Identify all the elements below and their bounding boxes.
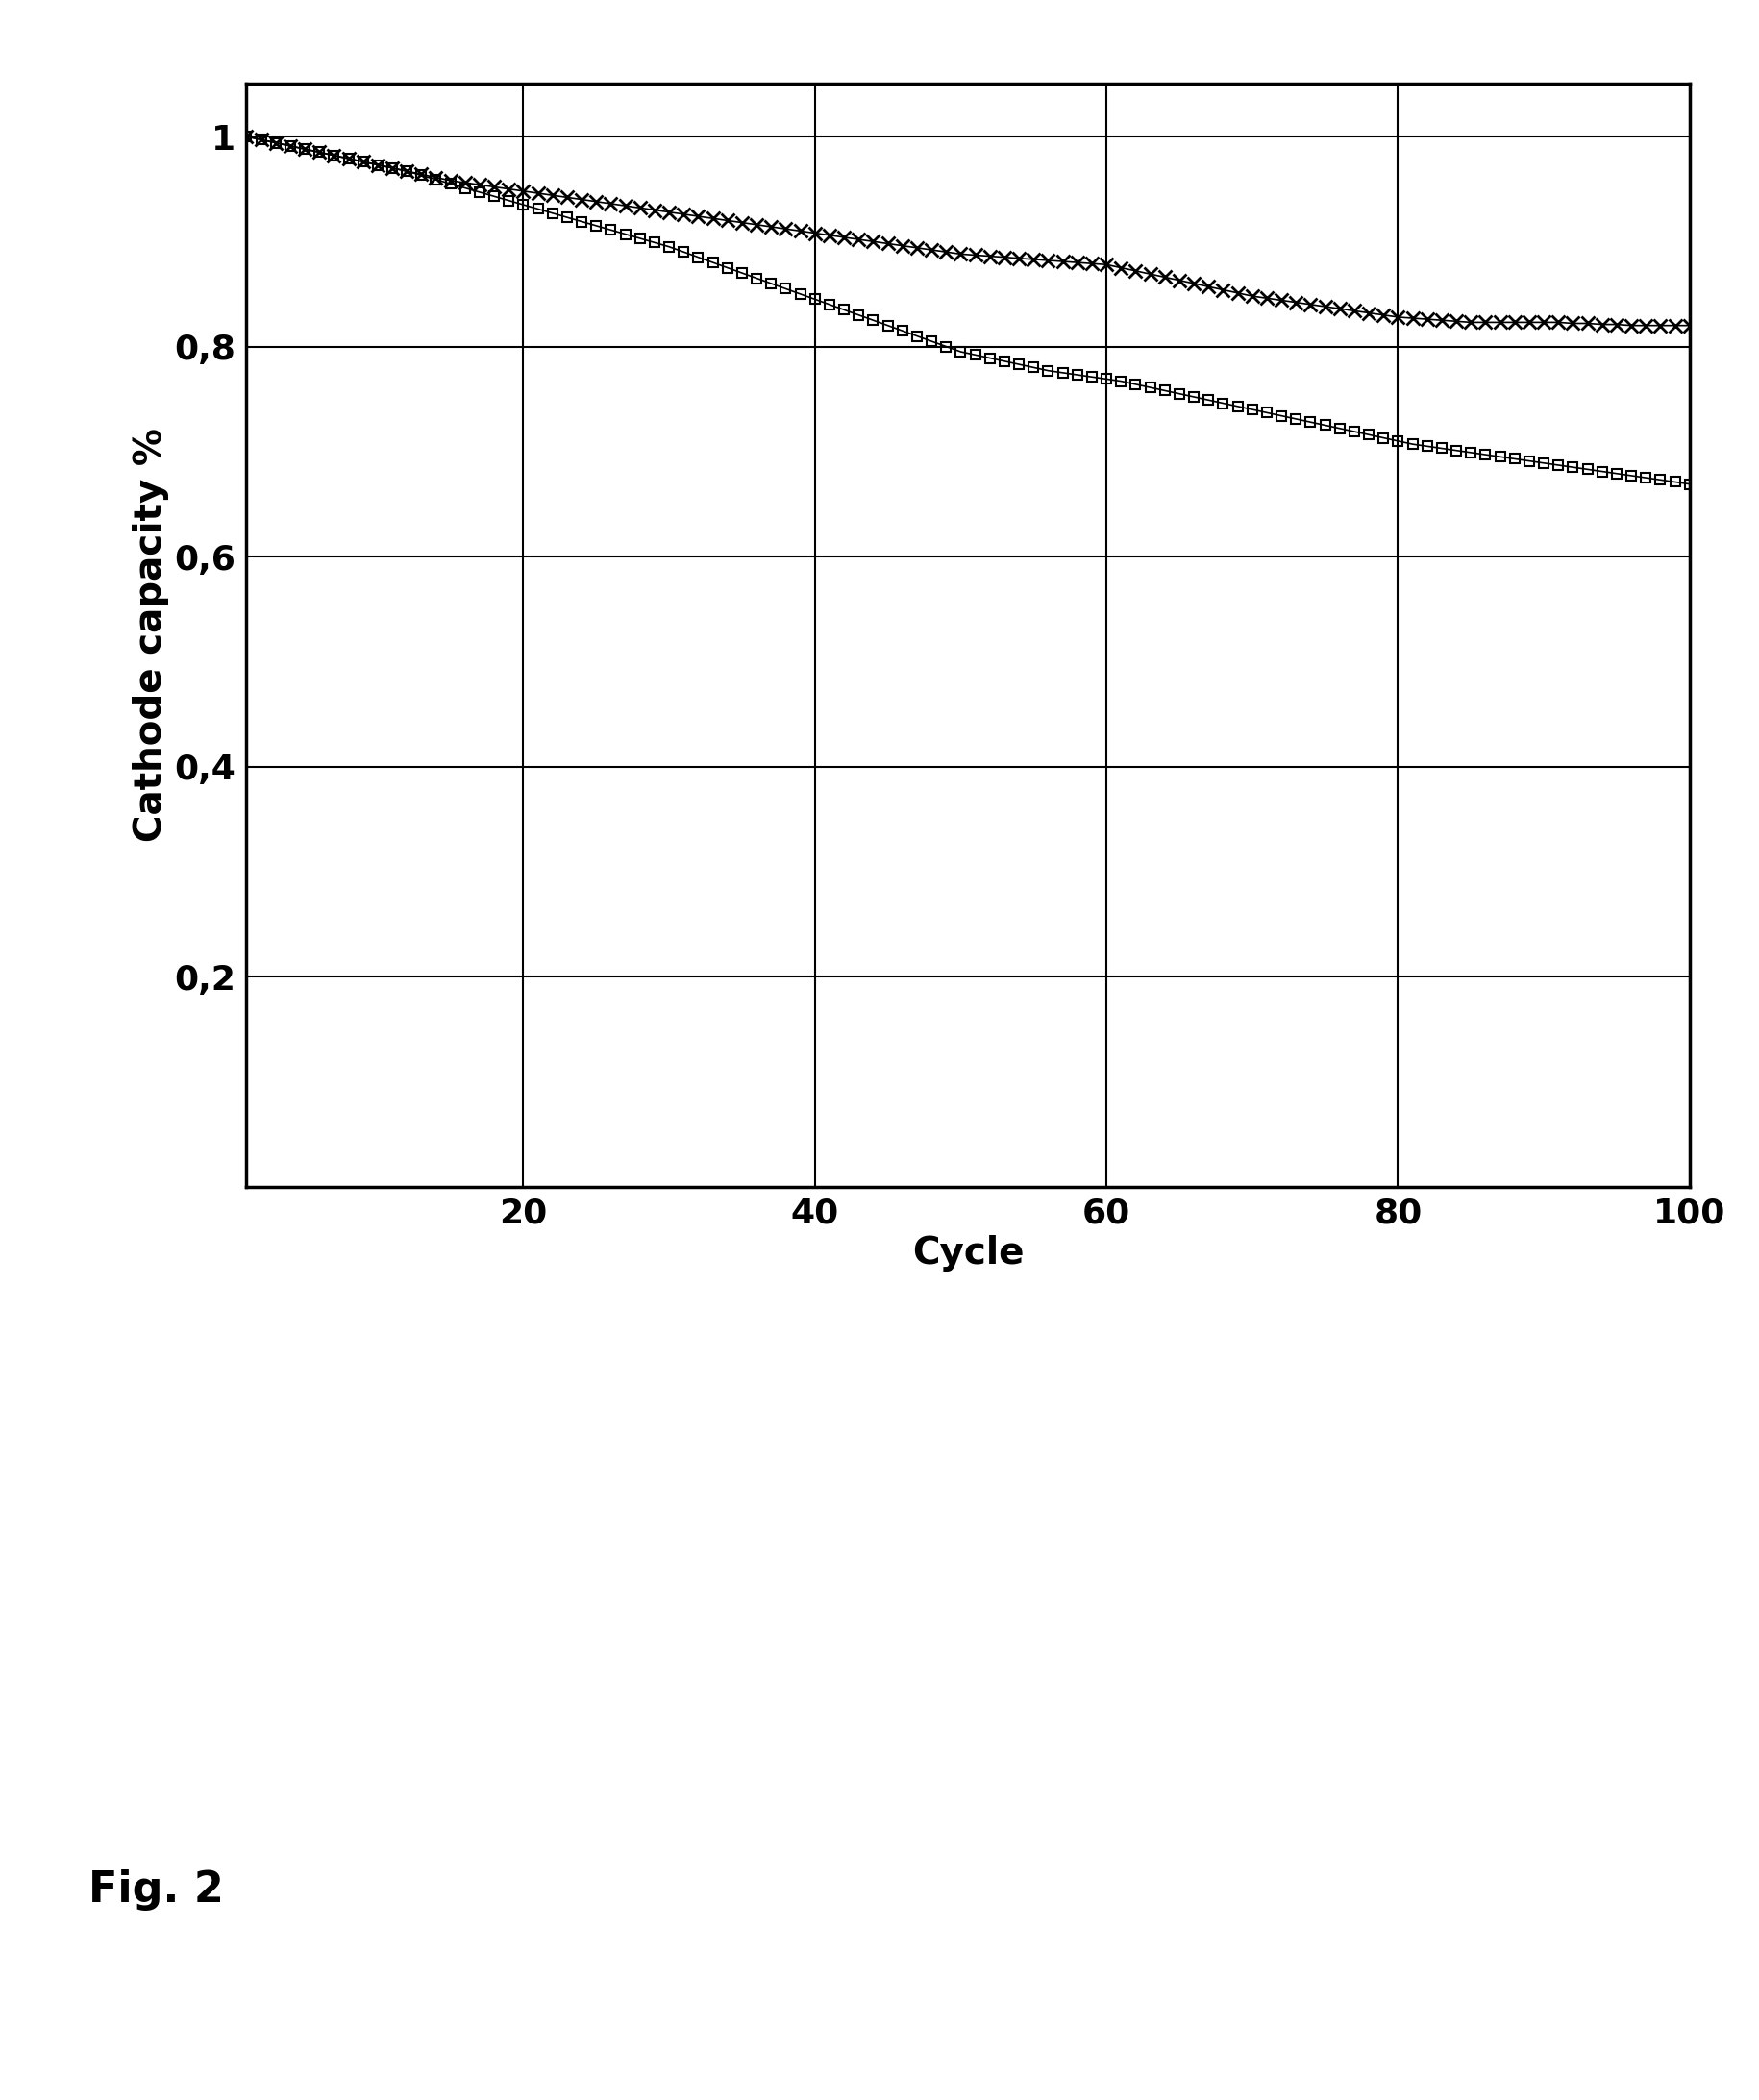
- X-axis label: Cycle: Cycle: [911, 1235, 1024, 1273]
- Text: Fig. 2: Fig. 2: [88, 1869, 223, 1911]
- Y-axis label: Cathode capacity %: Cathode capacity %: [132, 428, 169, 842]
